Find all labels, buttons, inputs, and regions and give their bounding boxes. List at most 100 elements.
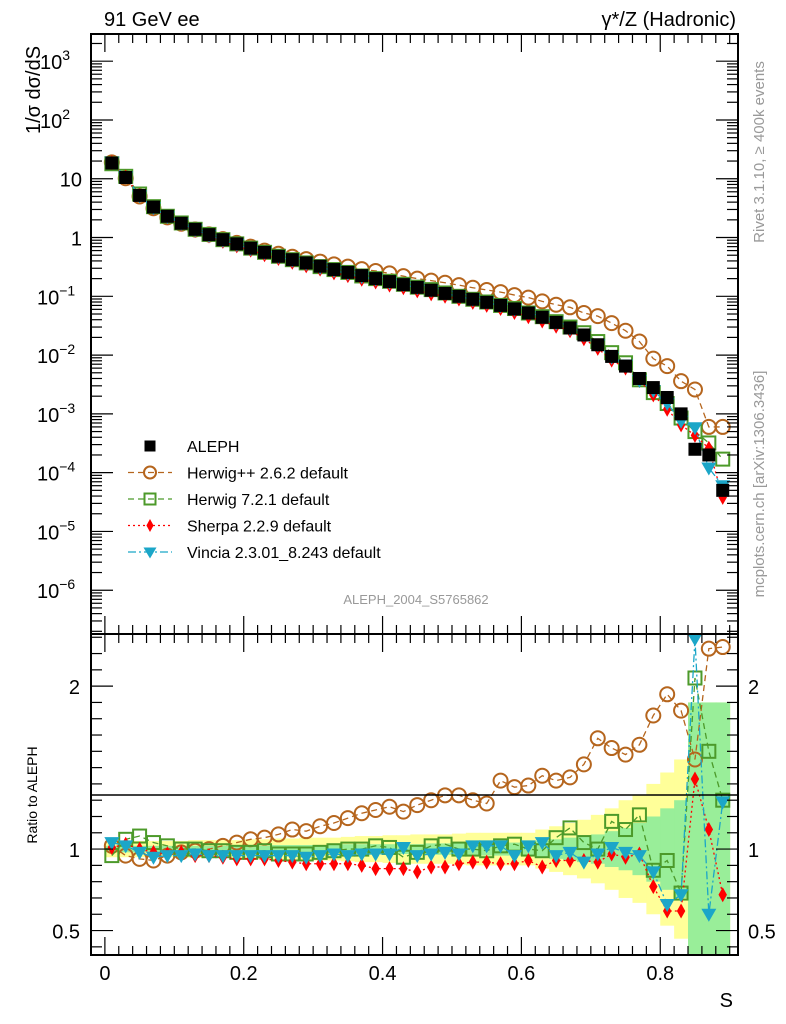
x-tick-label: 0.6 bbox=[508, 963, 536, 985]
sherpa-2-2-9-default-ratio-point bbox=[440, 859, 450, 875]
y-tick-base: 10 bbox=[37, 464, 59, 486]
vincia-2-3-01-8-243-default-ratio-point bbox=[590, 848, 606, 862]
aleph-point bbox=[355, 269, 369, 283]
herwig-7-2-1-default-ratio-point bbox=[659, 852, 675, 868]
vincia-2-3-01-8-243-default-ratio-point bbox=[701, 908, 717, 922]
ratio-right-y-tick-label: 2 bbox=[748, 677, 759, 699]
y-tick-exponent: −3 bbox=[59, 400, 75, 416]
legend: ALEPH Herwig++ 2.6.2 default Herwig 7.2.1 … bbox=[128, 439, 381, 562]
sherpa-2-2-9-default-ratio-point bbox=[454, 856, 464, 872]
vincia-2-3-01-8-243-default-ratio-point bbox=[395, 841, 411, 855]
y-tick-exponent: −5 bbox=[59, 517, 75, 533]
mcplots-reference-label: mcplots.cern.ch [arXiv:1306.3436] bbox=[751, 371, 768, 598]
vincia-2-3-01-8-243-default-ratio-point bbox=[354, 848, 370, 862]
vincia-2-3-01-8-243-default-ratio-point bbox=[548, 850, 564, 864]
vincia-2-3-01-8-243-default-ratio-point bbox=[382, 848, 398, 862]
vincia-2-3-01-8-243-default-ratio-point bbox=[312, 850, 328, 864]
aleph-point bbox=[521, 306, 535, 320]
vincia-2-3-01-8-243-default-ratio-point bbox=[145, 851, 161, 865]
vincia-2-3-01-8-243-default-ratio-point bbox=[298, 851, 314, 865]
aleph-point bbox=[174, 216, 188, 230]
aleph-point bbox=[591, 338, 605, 352]
herwig-2-6-2-default-ratio-point bbox=[673, 702, 690, 719]
main-series-layer bbox=[103, 154, 731, 505]
ratio-inner-band-bin bbox=[701, 702, 717, 955]
aleph-point bbox=[410, 280, 424, 294]
sherpa-2-2-9-default-ratio-point bbox=[510, 856, 519, 872]
y-tick-base: 10 bbox=[37, 522, 59, 544]
main-y-tick-label: 102 bbox=[40, 106, 70, 133]
aleph-point bbox=[632, 371, 646, 385]
main-y-tick-label: 10 bbox=[60, 170, 82, 192]
herwig-7-2-1-default-point bbox=[715, 451, 731, 467]
vincia-2-3-01-8-243-default-line bbox=[111, 161, 724, 487]
legend-entry-sherpa-2-2-9-default: Sherpa 2.2.9 default bbox=[128, 519, 332, 536]
aleph-point bbox=[230, 237, 244, 251]
ratio-right-y-tick-label: 1 bbox=[748, 840, 759, 862]
aleph-point bbox=[285, 253, 299, 267]
sherpa-2-2-9-default-ratio-point bbox=[357, 857, 366, 873]
y-tick-base: 10 bbox=[40, 52, 62, 74]
aleph-point bbox=[202, 228, 216, 242]
vincia-2-3-01-8-243-default-ratio-point bbox=[618, 846, 634, 860]
ratio-series-vincia-2-3-01-8-243-default bbox=[104, 634, 731, 922]
main-y-tick-label: 10−1 bbox=[37, 282, 75, 309]
aleph-point bbox=[160, 209, 174, 223]
main-y-tick-label: 10−2 bbox=[37, 341, 75, 368]
main-y-tick-label: 10−4 bbox=[37, 459, 75, 486]
vincia-2-3-01-8-243-default-ratio-point bbox=[104, 837, 120, 851]
legend-marker-square-filled bbox=[144, 440, 156, 452]
herwig-2-6-2-default-ratio-point bbox=[645, 707, 662, 724]
aleph-point bbox=[688, 442, 702, 456]
herwig-2-6-2-default-ratio-point bbox=[478, 795, 495, 812]
legend-label: Vincia 2.3.01_8.243 default bbox=[187, 545, 381, 562]
aleph-point bbox=[271, 249, 285, 263]
x-tick-label: 0.4 bbox=[369, 963, 397, 985]
y-tick-base: 10 bbox=[37, 346, 59, 368]
aleph-point bbox=[716, 483, 730, 497]
sherpa-2-2-9-default-ratio-point bbox=[690, 771, 700, 787]
vincia-2-3-01-8-243-default-ratio-point bbox=[173, 850, 189, 864]
vincia-2-3-01-8-243-default-ratio-point bbox=[437, 846, 453, 860]
herwig-2-6-2-default-ratio-point bbox=[562, 769, 579, 786]
aleph-point bbox=[327, 263, 341, 277]
main-y-tick-label: 10−3 bbox=[37, 400, 75, 427]
sherpa-2-2-9-default-ratio-point bbox=[329, 856, 339, 872]
legend-label: ALEPH bbox=[187, 439, 239, 456]
sherpa-2-2-9-default-ratio-point bbox=[718, 887, 727, 903]
herwig-2-6-2-default-ratio-point bbox=[492, 772, 509, 789]
herwig-2-6-2-default-ratio-point bbox=[339, 810, 356, 827]
y-tick-exponent: 3 bbox=[62, 47, 70, 63]
x-axis-label: S bbox=[720, 990, 733, 1012]
vincia-2-3-01-8-243-default-ratio-point bbox=[243, 850, 259, 864]
herwig-7-2-1-default-ratio-point bbox=[687, 670, 703, 686]
legend-label: Herwig++ 2.6.2 default bbox=[187, 466, 349, 483]
sherpa-2-2-9-default-ratio-point bbox=[343, 856, 353, 872]
vincia-2-3-01-8-243-default-ratio-point bbox=[576, 856, 592, 870]
vincia-2-3-01-8-243-default-ratio-point bbox=[270, 850, 286, 864]
herwig-2-6-2-default-ratio-point bbox=[395, 803, 412, 820]
vincia-2-3-01-8-243-default-ratio-point bbox=[284, 850, 300, 864]
title-left: 91 GeV ee bbox=[104, 9, 200, 31]
herwig-2-6-2-default-ratio-point bbox=[325, 815, 342, 832]
ratio-inner-band-bin bbox=[410, 844, 425, 854]
aleph-point bbox=[577, 328, 591, 342]
sherpa-2-2-9-default-ratio-point bbox=[371, 861, 380, 877]
vincia-2-3-01-8-243-default-ratio-point bbox=[201, 850, 217, 864]
vincia-2-3-01-8-243-default-ratio-point bbox=[687, 634, 703, 647]
herwig-2-6-2-default-ratio-point bbox=[659, 686, 676, 703]
aleph-point bbox=[619, 359, 633, 373]
vincia-2-3-01-8-243-default-ratio-point bbox=[423, 848, 439, 862]
aleph-point bbox=[258, 245, 272, 259]
vincia-2-3-01-8-243-default-ratio-point bbox=[645, 866, 661, 880]
ratio-right-y-tick-label: 0.5 bbox=[748, 922, 776, 944]
analysis-id-watermark: ALEPH_2004_S5765862 bbox=[343, 592, 488, 607]
vincia-2-3-01-8-243-default-ratio-point bbox=[257, 850, 273, 864]
herwig-2-6-2-default-ratio-point bbox=[298, 823, 315, 840]
legend-entry-vincia-2-3-01-8-243-default: Vincia 2.3.01_8.243 default bbox=[128, 545, 381, 562]
y-tick-exponent: −6 bbox=[59, 576, 75, 592]
y-tick-base: 10 bbox=[37, 581, 59, 603]
sherpa-2-2-9-default-ratio-point bbox=[524, 852, 533, 868]
herwig-2-6-2-default-ratio-point bbox=[603, 740, 620, 757]
ratio-inner-band-bin bbox=[674, 800, 689, 898]
